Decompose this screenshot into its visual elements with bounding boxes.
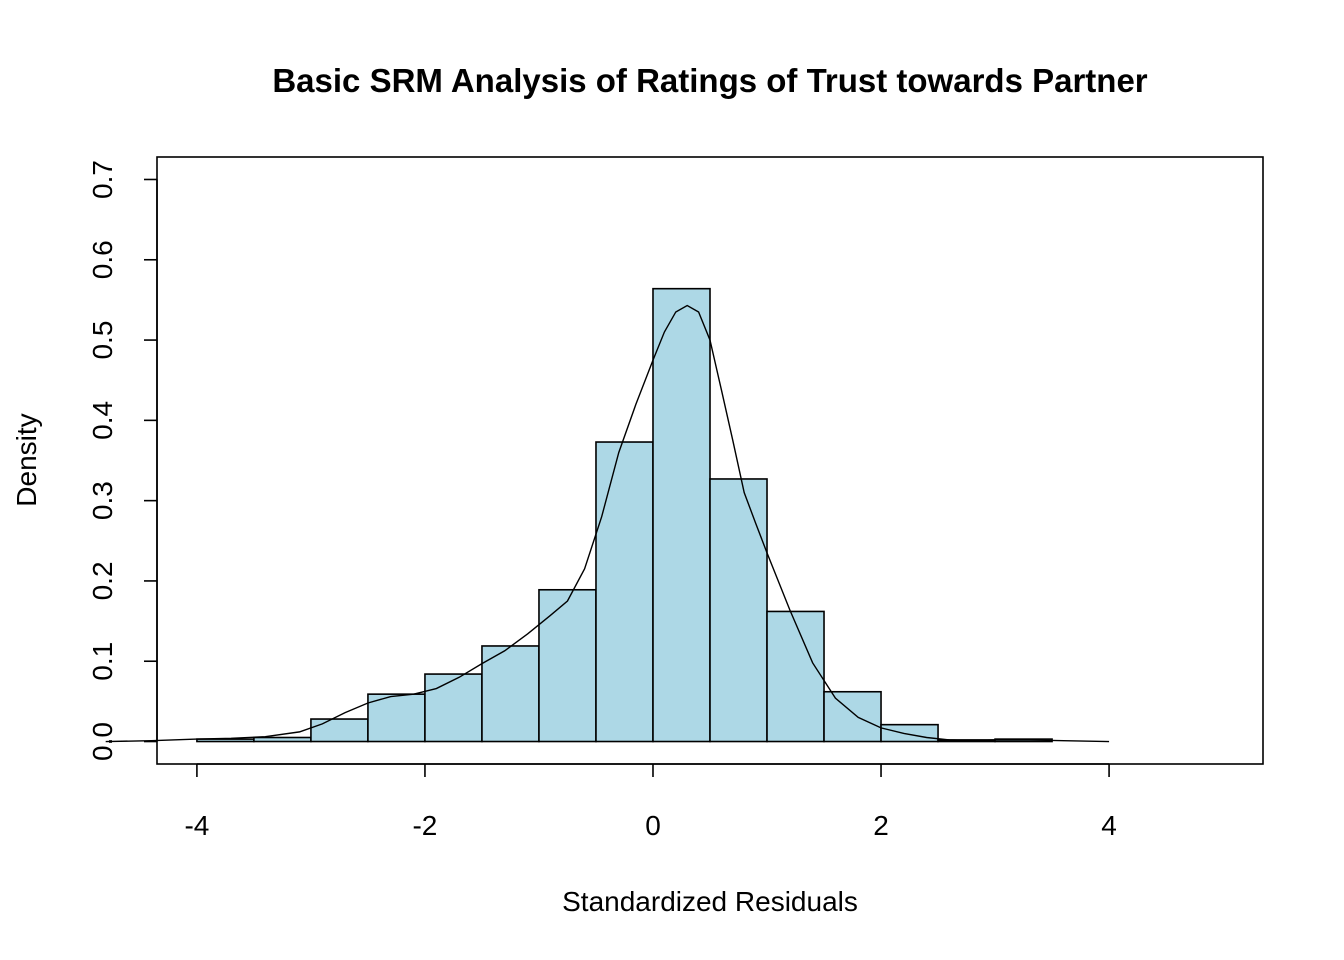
histogram-bar-10	[766, 610, 825, 743]
histogram-bar-5	[481, 645, 540, 743]
chart-title: Basic SRM Analysis of Ratings of Trust t…	[272, 62, 1147, 99]
y-tick-label-3: 0.3	[87, 481, 118, 520]
y-axis: 0.0 0.1 0.2 0.3 0.4 0.5 0.6 0.7	[87, 160, 158, 761]
x-axis: -4 -2 0 2 4	[184, 763, 1117, 841]
histogram-bar-1	[253, 736, 312, 743]
y-tick-label-5: 0.5	[87, 321, 118, 360]
y-tick-label-0: 0.0	[87, 722, 118, 761]
histogram-bar-4	[424, 673, 483, 743]
histogram-bar-12	[880, 723, 939, 743]
y-tick-label-7: 0.7	[87, 160, 118, 199]
histogram-bar-7	[595, 441, 654, 743]
y-axis-label: Density	[11, 413, 42, 506]
histogram-bar-11	[823, 690, 882, 743]
x-axis-label: Standardized Residuals	[562, 886, 858, 917]
histogram-bar-2	[310, 718, 369, 743]
y-tick-label-1: 0.1	[87, 642, 118, 681]
y-tick-label-4: 0.4	[87, 401, 118, 440]
histogram-bar-9	[709, 478, 768, 743]
histogram-bar-3	[367, 693, 426, 743]
x-tick-label-0: -4	[184, 810, 209, 841]
x-tick-label-4: 4	[1101, 810, 1117, 841]
x-tick-label-2: 0	[645, 810, 661, 841]
bars-layer	[196, 287, 1053, 743]
histogram-bar-8	[652, 287, 711, 743]
density-curve	[105, 304, 1110, 743]
y-tick-label-6: 0.6	[87, 240, 118, 279]
histogram-bar-6	[538, 588, 597, 743]
x-tick-label-3: 2	[873, 810, 889, 841]
y-tick-label-2: 0.2	[87, 561, 118, 600]
x-tick-label-1: -2	[412, 810, 437, 841]
density-layer	[105, 304, 1110, 743]
